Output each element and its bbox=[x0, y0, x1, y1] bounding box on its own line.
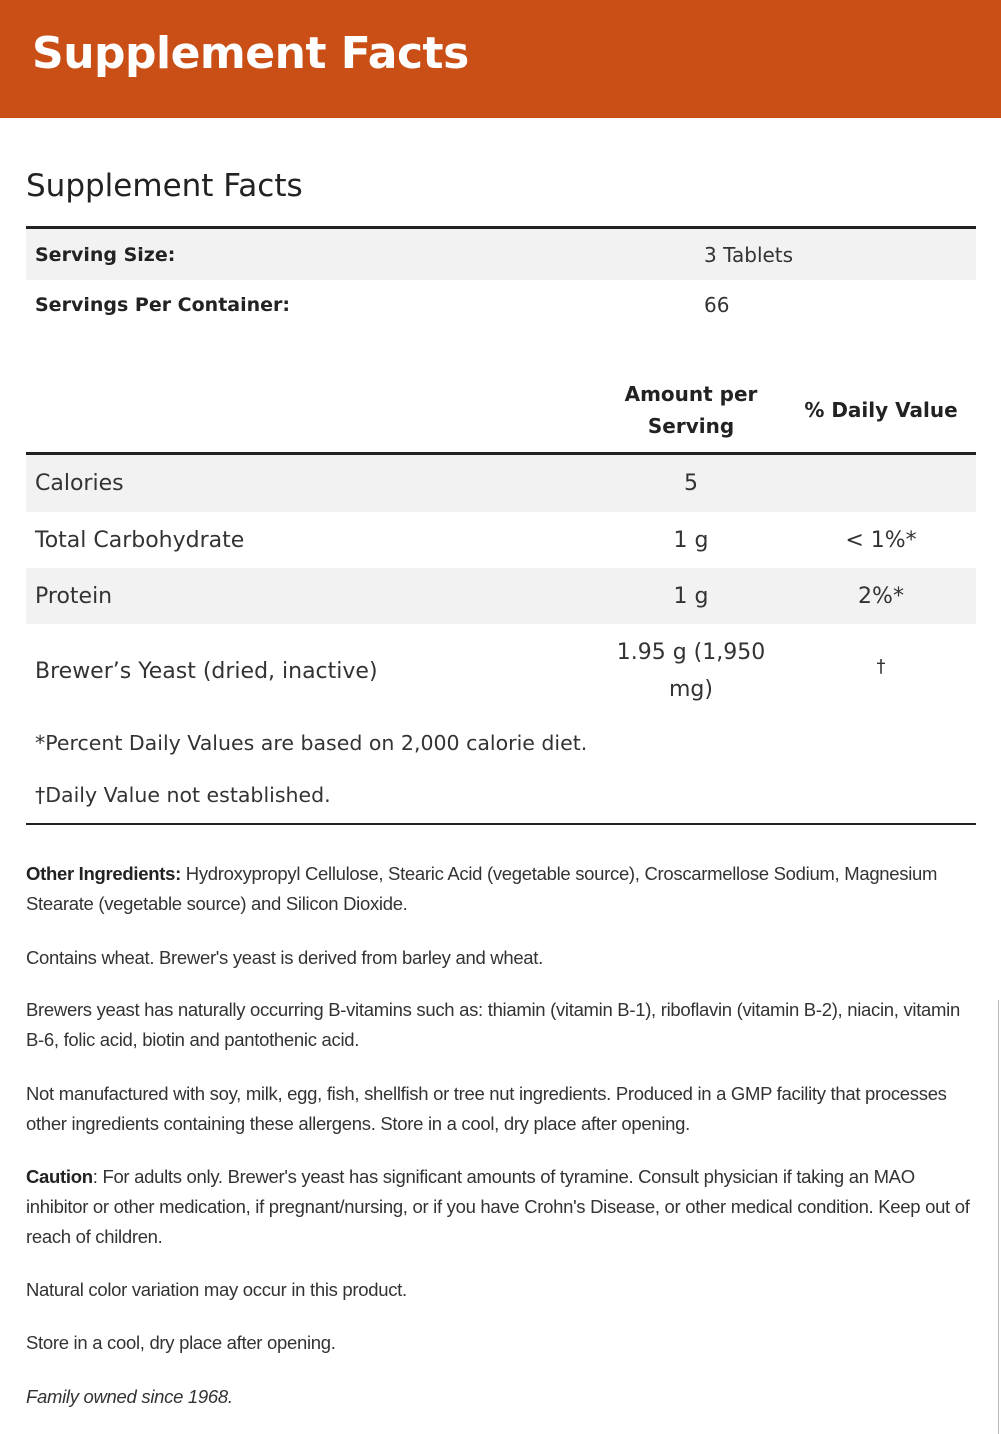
caution-label: Caution bbox=[26, 1166, 93, 1187]
nutrient-dv: < 1%* bbox=[845, 527, 917, 553]
column-header-row: Amount per Serving % Daily Value bbox=[26, 368, 976, 452]
serving-size-row: Serving Size: 3 Tablets bbox=[26, 229, 976, 280]
divider bbox=[26, 226, 976, 229]
serving-size-value: 3 Tablets bbox=[704, 242, 794, 267]
nutrient-amount: 1 g bbox=[673, 583, 709, 609]
vitamins-note: Brewers yeast has naturally occurring B-… bbox=[26, 999, 960, 1050]
nutrient-name: Protein bbox=[35, 583, 113, 609]
nutrient-amount: 1 g bbox=[673, 527, 709, 553]
daily-value-header: % Daily Value bbox=[804, 398, 958, 422]
footnote: *Percent Daily Values are based on 2,000… bbox=[26, 728, 976, 758]
nutrient-name: Total Carbohydrate bbox=[35, 527, 245, 553]
divider bbox=[26, 823, 976, 825]
other-ingredients-text: Hydroxypropyl Cellulose, Stearic Acid (v… bbox=[26, 863, 938, 914]
caution-note: Caution: For adults only. Brewer's yeast… bbox=[26, 1162, 976, 1252]
divider bbox=[26, 452, 976, 455]
contains-note: Contains wheat. Brewer's yeast is derive… bbox=[26, 947, 543, 968]
nutrient-dv: 2%* bbox=[858, 583, 904, 609]
nutrient-row: Brewer’s Yeast (dried, inactive) 1.95 g … bbox=[26, 626, 976, 716]
family-note: Family owned since 1968. bbox=[26, 1386, 233, 1407]
nutrient-amount: 5 bbox=[684, 471, 698, 496]
amount-header: Amount per Serving bbox=[624, 382, 758, 438]
header-banner: Supplement Facts bbox=[0, 0, 1001, 118]
caution-text: : For adults only. Brewer's yeast has si… bbox=[26, 1166, 970, 1247]
footnote: †Daily Value not established. bbox=[26, 780, 976, 810]
storage-note: Store in a cool, dry place after opening… bbox=[26, 1332, 336, 1353]
nutrient-row: Protein 1 g 2%* bbox=[26, 568, 976, 624]
facts-title: Supplement Facts bbox=[26, 168, 303, 204]
servings-per-container-label: Servings Per Container: bbox=[35, 294, 291, 316]
servings-per-container-value: 66 bbox=[704, 293, 730, 317]
allergen-note: Not manufactured with soy, milk, egg, fi… bbox=[26, 1083, 947, 1134]
banner-title: Supplement Facts bbox=[32, 28, 469, 79]
edge-line bbox=[998, 1000, 999, 1434]
nutrient-row: Calories 5 bbox=[26, 455, 976, 512]
nutrient-row: Total Carbohydrate 1 g < 1%* bbox=[26, 512, 976, 568]
other-ingredients: Other Ingredients: Hydroxypropyl Cellulo… bbox=[26, 859, 976, 919]
other-ingredients-label: Other Ingredients: bbox=[26, 863, 181, 884]
nutrient-amount: 1.95 g (1,950 mg) bbox=[616, 640, 766, 702]
servings-per-container-row: Servings Per Container: 66 bbox=[26, 280, 976, 330]
nutrient-name: Brewer’s Yeast (dried, inactive) bbox=[35, 658, 378, 684]
color-note: Natural color variation may occur in thi… bbox=[26, 1279, 407, 1300]
nutrient-dv: † bbox=[876, 656, 886, 677]
serving-size-label: Serving Size: bbox=[35, 243, 176, 266]
footnote-text: †Daily Value not established. bbox=[35, 783, 331, 807]
footnote-text: *Percent Daily Values are based on 2,000… bbox=[35, 731, 588, 755]
nutrient-name: Calories bbox=[35, 471, 124, 496]
